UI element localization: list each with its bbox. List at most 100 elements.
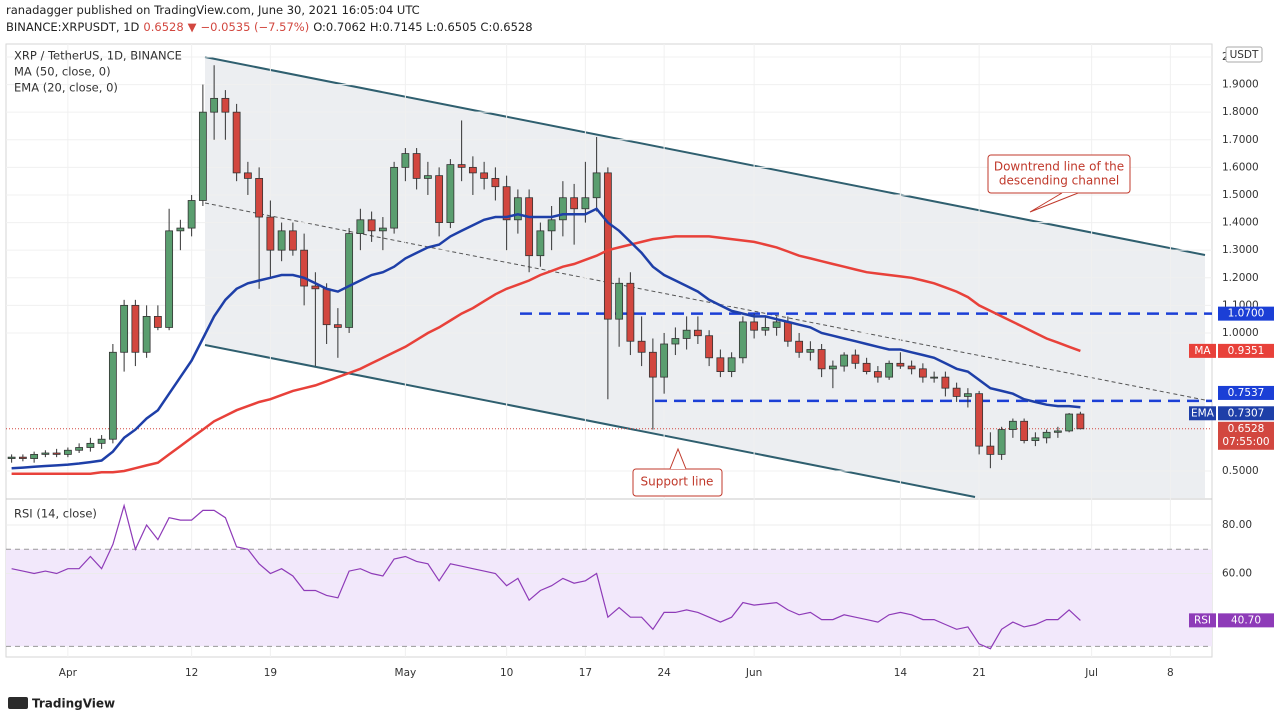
y-tick-label: 1.7000 xyxy=(1222,134,1259,146)
x-tick-label: 17 xyxy=(579,667,592,679)
candle-body xyxy=(153,315,162,328)
candle-body xyxy=(671,338,680,345)
candle-body xyxy=(828,365,837,370)
channel-lower xyxy=(204,344,976,498)
candle-body xyxy=(873,371,882,378)
series-tag-name-box xyxy=(1189,343,1216,358)
candle-body xyxy=(558,197,567,221)
y-tick-label: 60.00 xyxy=(1222,568,1252,580)
level-tag-text: 1.0700 xyxy=(1228,308,1265,320)
candle-body xyxy=(997,429,1006,455)
x-tick-label: May xyxy=(395,667,417,679)
candle-body xyxy=(693,329,702,337)
rsi-tag-name-box xyxy=(1189,613,1216,628)
candle-body xyxy=(390,166,399,229)
footer-brand: TradingView xyxy=(32,697,115,711)
candle-body xyxy=(198,111,207,201)
candle-body xyxy=(142,315,151,353)
candle-body xyxy=(131,304,140,353)
series-tag xyxy=(1218,406,1274,421)
rsi-tag-text: 40.70 xyxy=(1231,614,1261,626)
candle-body xyxy=(255,178,264,218)
candle-body xyxy=(761,327,770,331)
candle-body xyxy=(806,349,815,353)
candle-body xyxy=(266,216,275,251)
y-tick-label: 1.6000 xyxy=(1222,161,1259,173)
candle-body xyxy=(378,227,387,232)
candle-body xyxy=(502,186,511,221)
callout-pointer xyxy=(1029,192,1079,213)
candle-body xyxy=(401,153,410,168)
candle-body xyxy=(682,329,691,339)
candle-body xyxy=(795,340,804,353)
rsi-tag-name: RSI xyxy=(1194,614,1211,626)
candle-body xyxy=(907,365,916,370)
candle-body xyxy=(30,453,39,459)
candle-body xyxy=(885,362,894,378)
candle-body xyxy=(660,343,669,378)
candle-body xyxy=(311,285,320,290)
candle-body xyxy=(412,153,421,179)
indicator-line xyxy=(11,235,1081,475)
y-tick-label: 2 xyxy=(1222,51,1229,63)
candle-body xyxy=(480,172,489,179)
y-tick-label: 1.9000 xyxy=(1222,79,1259,91)
legend-title: XRP / TetherUS, 1D, BINANCE xyxy=(14,49,182,63)
y-tick-label: 80.00 xyxy=(1222,519,1252,531)
x-tick-label: Jun xyxy=(745,667,762,679)
arrow: ▼ xyxy=(187,20,197,34)
candle-body xyxy=(626,282,635,342)
candle-body xyxy=(221,97,230,113)
currency-box xyxy=(1225,46,1263,63)
legend-entry: RSI (14, close) xyxy=(14,507,97,521)
series-tag-name-box xyxy=(1189,406,1216,421)
candle-body xyxy=(491,178,500,188)
symbol: BINANCE:XRPUSDT, 1D xyxy=(6,20,140,34)
candle-body xyxy=(840,354,849,367)
candle-body xyxy=(637,340,646,353)
level-tag-text: 0.7537 xyxy=(1228,387,1265,399)
series-tag-name: EMA xyxy=(1191,407,1215,419)
callout-text: Support line xyxy=(641,475,714,489)
y-tick-label: 1.5000 xyxy=(1222,189,1259,201)
candle-body xyxy=(1076,413,1085,430)
candle-body xyxy=(232,111,241,174)
candle-body xyxy=(165,230,174,328)
indicator-line xyxy=(11,207,1081,470)
candle-body xyxy=(97,438,106,444)
candle-body xyxy=(963,393,972,397)
candle-body xyxy=(108,351,117,440)
candle-body xyxy=(986,445,995,455)
candle-body xyxy=(603,172,612,320)
ohlc: O:0.7062 H:0.7145 L:0.6505 C:0.6528 xyxy=(313,20,533,34)
level-tag xyxy=(1218,306,1274,321)
y-tick-label: 1.8000 xyxy=(1222,106,1259,118)
callout-pointer xyxy=(669,447,687,470)
candle-body xyxy=(1042,431,1051,439)
change: −0.0535 (−7.57%) xyxy=(200,20,310,34)
candle-body xyxy=(7,456,16,459)
x-tick-label: 14 xyxy=(894,667,908,679)
series-tag-name: MA xyxy=(1194,345,1211,357)
candle-body xyxy=(727,357,736,372)
callout-text: Downtrend line of the xyxy=(994,160,1124,174)
candle-body xyxy=(1008,420,1017,430)
level-tag xyxy=(1218,385,1274,400)
candle-body xyxy=(356,219,365,235)
channel-upper xyxy=(204,56,1206,256)
candle-body xyxy=(86,442,95,448)
callout-box xyxy=(987,154,1131,194)
candle-body xyxy=(120,304,129,353)
plot: Apr 12 19 May 10 17 24 Jun 14 21 Jul 8 0.5000 1.0000 1… xyxy=(6,44,1274,679)
candle-body xyxy=(750,321,759,331)
candle-body xyxy=(468,166,477,174)
legend-entry: MA (50, close, 0) xyxy=(14,65,111,79)
series-tag-text: 0.7307 xyxy=(1228,407,1265,419)
candle-body xyxy=(581,197,590,210)
x-tick-label: 8 xyxy=(1167,667,1174,679)
candle-body xyxy=(52,452,61,455)
x-tick-label: 24 xyxy=(657,667,671,679)
candle-body xyxy=(851,354,860,364)
x-tick-label: 10 xyxy=(500,667,513,679)
candle-body xyxy=(63,449,72,455)
